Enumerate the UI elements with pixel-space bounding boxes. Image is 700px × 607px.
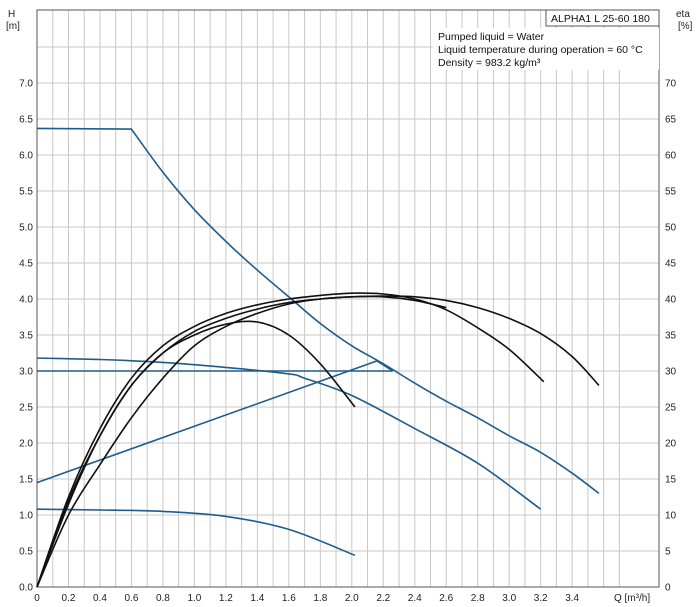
plot-frame xyxy=(36,9,660,588)
y-left-tick-label: 5.0 xyxy=(19,223,33,234)
y-left-tick-label: 2.5 xyxy=(19,403,33,414)
x-tick-label: 1.2 xyxy=(219,593,233,604)
efficiency-curve-1 xyxy=(36,320,356,588)
x-tick-label: 1.6 xyxy=(282,593,296,604)
x-tick-label: 3.0 xyxy=(502,593,516,604)
x-tick-label: 1.8 xyxy=(313,593,327,604)
x-tick-label: 1.0 xyxy=(187,593,201,604)
y-right-tick-label: 70 xyxy=(665,79,677,90)
chart-title: ALPHA1 L 25-60 180 xyxy=(551,13,650,25)
y-left-tick-label: 1.5 xyxy=(19,475,33,486)
y-right-axis-label-line2: [%] xyxy=(678,21,693,32)
head-curve-1 xyxy=(36,127,600,495)
efficiency-curve-2 xyxy=(36,292,545,588)
y-right-tick-label: 20 xyxy=(665,439,677,450)
y-right-tick-label: 25 xyxy=(665,403,677,414)
y-left-tick-label: 3.5 xyxy=(19,331,33,342)
x-tick-label: 2.2 xyxy=(376,593,390,604)
y-left-axis-label-line2: [m] xyxy=(6,21,20,32)
head-curve-3 xyxy=(36,508,356,557)
x-tick-label: 2.4 xyxy=(408,593,422,604)
y-left-tick-label: 3.0 xyxy=(19,367,33,378)
x-tick-label: 1.4 xyxy=(250,593,264,604)
y-right-tick-label: 45 xyxy=(665,259,677,270)
x-tick-label: 2.0 xyxy=(345,593,359,604)
efficiency-curves xyxy=(36,292,600,588)
efficiency-curve-4 xyxy=(36,295,447,588)
y-left-tick-labels: 0.0 0.5 1.0 1.5 2.0 2.5 3.0 3.5 4.0 4.5 5.0 5.5 6.0 6… xyxy=(19,79,33,594)
x-tick-label: 2.8 xyxy=(471,593,485,604)
x-tick-label: 2.6 xyxy=(439,593,453,604)
y-right-tick-label: 65 xyxy=(665,115,677,126)
x-tick-label: 0.8 xyxy=(156,593,170,604)
y-left-tick-label: 0.5 xyxy=(19,547,33,558)
x-tick-label: 3.4 xyxy=(565,593,579,604)
y-left-tick-label: 4.5 xyxy=(19,259,33,270)
y-right-tick-label: 35 xyxy=(665,331,677,342)
y-right-tick-labels: 0 5 10 15 20 25 30 35 40 45 50 55 60 65 70 xyxy=(665,79,677,594)
y-right-tick-label: 40 xyxy=(665,295,677,306)
title-box xyxy=(545,9,660,27)
y-right-tick-label: 10 xyxy=(665,511,677,522)
x-tick-label: 0 xyxy=(34,593,40,604)
head-curve-5 xyxy=(36,360,394,484)
y-left-tick-label: 2.0 xyxy=(19,439,33,450)
info-line-pumped-liquid: Pumped liquid = Water xyxy=(438,31,545,43)
y-left-tick-label: 4.0 xyxy=(19,295,33,306)
y-left-tick-label: 6.5 xyxy=(19,115,33,126)
y-left-tick-label: 6.0 xyxy=(19,151,33,162)
x-tick-label: 0.6 xyxy=(124,593,138,604)
x-axis-label: Q [m³/h] xyxy=(614,593,650,604)
y-left-tick-label: 5.5 xyxy=(19,187,33,198)
y-right-tick-label: 55 xyxy=(665,187,677,198)
y-left-tick-label: 1.0 xyxy=(19,511,33,522)
y-left-tick-label: 7.0 xyxy=(19,79,33,90)
y-left-tick-label: 0.0 xyxy=(19,583,33,594)
x-tick-label: 3.2 xyxy=(534,593,548,604)
y-right-tick-label: 15 xyxy=(665,475,677,486)
y-right-tick-label: 60 xyxy=(665,151,677,162)
x-tick-labels: 0 0.2 0.4 0.6 0.8 1.0 1.2 1.4 1.6 1.8 2.0 2.2 2.4 2.6… xyxy=(34,593,579,604)
head-curves xyxy=(36,127,600,557)
x-tick-label: 0.2 xyxy=(62,593,76,604)
head-curve-2 xyxy=(36,357,542,510)
y-right-tick-label: 50 xyxy=(665,223,677,234)
y-right-axis-label-line1: eta xyxy=(676,9,690,20)
y-right-tick-label: 0 xyxy=(665,583,671,594)
y-right-tick-label: 5 xyxy=(665,547,671,558)
info-line-density: Density = 983.2 kg/m³ xyxy=(438,57,541,69)
info-line-liquid-temperature: Liquid temperature during operation = 60… xyxy=(438,44,643,56)
y-left-axis-label-line1: H xyxy=(8,9,15,20)
x-tick-label: 0.4 xyxy=(93,593,107,604)
info-box xyxy=(433,28,659,70)
y-right-tick-label: 30 xyxy=(665,367,677,378)
